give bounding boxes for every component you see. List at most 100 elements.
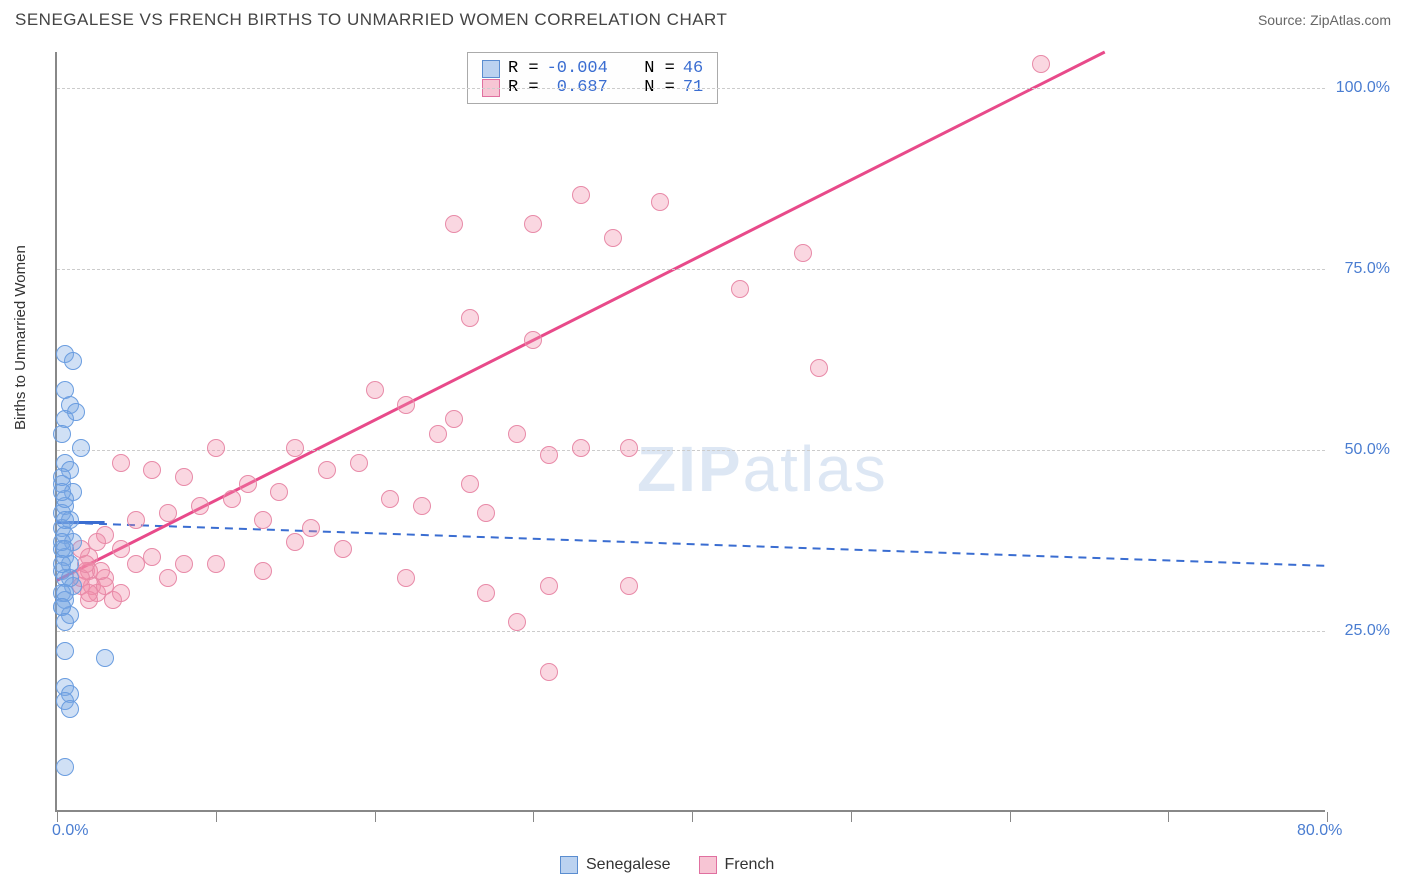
xtick: [1327, 812, 1328, 822]
scatter-point-french: [112, 584, 130, 602]
gridline-h: [57, 450, 1325, 451]
scatter-point-french: [445, 215, 463, 233]
scatter-point-french: [540, 663, 558, 681]
scatter-point-senegalese: [72, 439, 90, 457]
scatter-point-french: [112, 540, 130, 558]
scatter-point-french: [413, 497, 431, 515]
gridline-h: [57, 88, 1325, 89]
scatter-point-french: [350, 454, 368, 472]
scatter-point-french: [461, 475, 479, 493]
r-label-1: R =: [508, 59, 539, 78]
scatter-point-french: [159, 569, 177, 587]
scatter-point-french: [540, 577, 558, 595]
xtick-label: 0.0%: [52, 822, 88, 840]
scatter-point-french: [508, 425, 526, 443]
scatter-point-french: [810, 359, 828, 377]
scatter-point-french: [604, 229, 622, 247]
legend-swatch-blue-icon: [560, 856, 578, 874]
chart-container: SENEGALESE VS FRENCH BIRTHS TO UNMARRIED…: [0, 0, 1406, 892]
scatter-point-french: [572, 186, 590, 204]
xtick: [692, 812, 693, 822]
scatter-point-french: [381, 490, 399, 508]
scatter-point-french: [620, 577, 638, 595]
scatter-point-french: [88, 533, 106, 551]
scatter-point-french: [524, 215, 542, 233]
trendline-blue-dashed: [57, 522, 1327, 565]
scatter-point-french: [143, 461, 161, 479]
legend-item-senegalese: Senegalese: [560, 856, 671, 874]
scatter-point-french: [477, 584, 495, 602]
scatter-point-senegalese: [56, 758, 74, 776]
source-label: Source: ZipAtlas.com: [1258, 12, 1391, 28]
scatter-point-french: [366, 381, 384, 399]
scatter-point-senegalese: [53, 483, 71, 501]
scatter-point-french: [127, 555, 145, 573]
scatter-point-french: [286, 439, 304, 457]
scatter-point-french: [508, 613, 526, 631]
scatter-point-french: [159, 504, 177, 522]
n-label-1: N =: [644, 59, 675, 78]
scatter-point-french: [286, 533, 304, 551]
trendline-pink: [57, 52, 1105, 580]
bottom-legend: Senegalese French: [560, 856, 774, 874]
ytick-label: 25.0%: [1345, 622, 1390, 640]
swatch-blue-icon: [482, 60, 500, 78]
scatter-point-french: [112, 454, 130, 472]
scatter-point-senegalese: [64, 352, 82, 370]
scatter-point-french: [191, 497, 209, 515]
scatter-point-french: [731, 280, 749, 298]
watermark: ZIPatlas: [637, 432, 888, 506]
legend-stats-box: R = -0.004 N = 46 R = 0.687 N = 71: [467, 52, 718, 104]
xtick: [851, 812, 852, 822]
gridline-h: [57, 269, 1325, 270]
scatter-point-senegalese: [56, 511, 74, 529]
xtick: [375, 812, 376, 822]
plot-area: ZIPatlas R = -0.004 N = 46 R = 0.687 N =…: [55, 52, 1325, 812]
title-bar: SENEGALESE VS FRENCH BIRTHS TO UNMARRIED…: [15, 10, 1391, 30]
scatter-point-french: [302, 519, 320, 537]
scatter-point-french: [620, 439, 638, 457]
n-value-1: 46: [683, 59, 703, 78]
xtick-label: 80.0%: [1297, 822, 1342, 840]
scatter-point-french: [254, 562, 272, 580]
xtick: [216, 812, 217, 822]
scatter-point-french: [143, 548, 161, 566]
scatter-point-french: [651, 193, 669, 211]
xtick: [1010, 812, 1011, 822]
scatter-point-french: [794, 244, 812, 262]
xtick: [1168, 812, 1169, 822]
legend-label-french: French: [725, 856, 775, 874]
scatter-point-french: [477, 504, 495, 522]
scatter-point-french: [223, 490, 241, 508]
scatter-point-french: [175, 555, 193, 573]
scatter-point-senegalese: [61, 700, 79, 718]
scatter-point-french: [540, 446, 558, 464]
legend-stats-row-blue: R = -0.004 N = 46: [482, 59, 703, 78]
y-axis-label: Births to Unmarried Women: [12, 245, 29, 430]
scatter-point-french: [318, 461, 336, 479]
scatter-point-french: [127, 511, 145, 529]
scatter-point-french: [207, 439, 225, 457]
legend-label-senegalese: Senegalese: [586, 856, 671, 874]
scatter-point-french: [239, 475, 257, 493]
scatter-point-french: [429, 425, 447, 443]
watermark-zip: ZIP: [637, 433, 743, 505]
gridline-h: [57, 631, 1325, 632]
scatter-point-french: [207, 555, 225, 573]
watermark-atlas: atlas: [743, 433, 888, 505]
ytick-label: 50.0%: [1345, 441, 1390, 459]
scatter-point-french: [397, 569, 415, 587]
r-value-1: -0.004: [547, 59, 608, 78]
scatter-point-senegalese: [56, 613, 74, 631]
scatter-point-french: [175, 468, 193, 486]
scatter-point-french: [254, 511, 272, 529]
ytick-label: 100.0%: [1336, 79, 1390, 97]
xtick: [533, 812, 534, 822]
legend-swatch-pink-icon: [699, 856, 717, 874]
scatter-point-french: [92, 562, 110, 580]
scatter-point-french: [1032, 55, 1050, 73]
scatter-point-french: [461, 309, 479, 327]
scatter-point-french: [334, 540, 352, 558]
scatter-point-senegalese: [53, 425, 71, 443]
scatter-point-senegalese: [96, 649, 114, 667]
